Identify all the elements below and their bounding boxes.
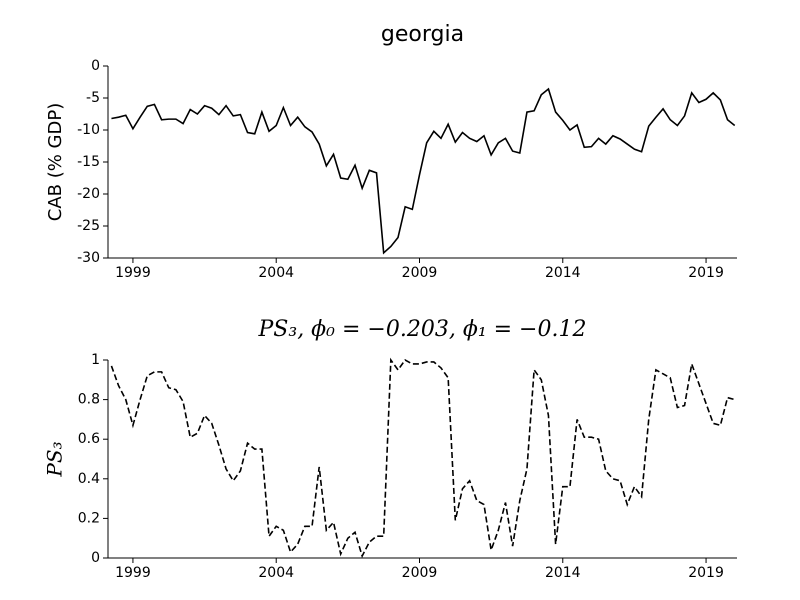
x-tick-label: 2004 (258, 565, 294, 581)
y-tick-label: -5 (86, 90, 100, 106)
x-tick-label: 2014 (545, 565, 581, 581)
y-tick-label: -15 (77, 154, 100, 170)
data-line (111, 87, 736, 255)
x-tick-label: 2004 (258, 265, 294, 281)
y-tick-label: -30 (77, 250, 100, 266)
y-tick-label: -25 (77, 218, 100, 234)
x-tick-label: 2014 (545, 265, 581, 281)
y-axis-label: PS₃ (43, 441, 67, 477)
chart-title: georgia (381, 22, 464, 47)
y-tick-label: 0 (91, 58, 100, 74)
y-tick-label: 0.6 (78, 431, 100, 447)
y-axis-label: CAB (% GDP) (45, 103, 66, 222)
x-tick-label: 1999 (115, 265, 151, 281)
y-tick-label: 0.8 (78, 392, 100, 408)
x-tick-label: 1999 (115, 565, 151, 581)
y-tick-label: 0.2 (78, 510, 100, 526)
data-line (110, 357, 735, 559)
y-tick-label: 1 (91, 352, 100, 368)
x-tick-label: 2009 (402, 265, 438, 281)
y-tick-label: 0.4 (78, 471, 100, 487)
chart-title: PS₃, ϕ₀ = −0.203, ϕ₁ = −0.12 (258, 317, 587, 342)
x-tick-label: 2019 (688, 265, 724, 281)
y-tick-label: -10 (77, 122, 100, 138)
y-tick-label: 0 (91, 550, 100, 566)
x-tick-label: 2009 (402, 565, 438, 581)
x-tick-label: 2019 (688, 565, 724, 581)
y-tick-label: -20 (77, 186, 100, 202)
